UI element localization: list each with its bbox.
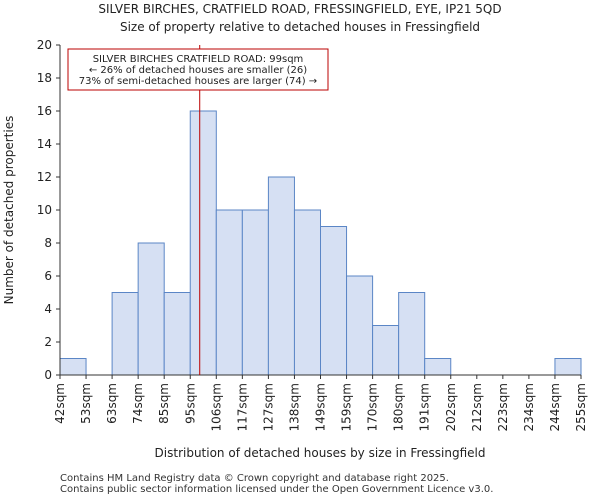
bar bbox=[215, 209, 243, 376]
y-tick-label: 16 bbox=[37, 104, 52, 118]
bar bbox=[293, 209, 322, 376]
y-tick-label: 6 bbox=[44, 269, 52, 283]
y-tick-label: 4 bbox=[44, 302, 52, 316]
chart-title: SILVER BIRCHES, CRATFIELD ROAD, FRESSING… bbox=[98, 2, 502, 16]
y-tick-label: 18 bbox=[37, 71, 52, 85]
annotation-line: SILVER BIRCHES CRATFIELD ROAD: 99sqm bbox=[93, 54, 304, 65]
y-tick-label: 0 bbox=[44, 368, 52, 382]
bar bbox=[241, 209, 269, 376]
axes-group: 0 2 4 6 8 10 12 14 16 18 20 42sqm 53sqm 63sqm 74sqm 85s… bbox=[37, 38, 588, 431]
bars-group bbox=[59, 110, 582, 376]
annotation-line: 73% of semi-detached houses are larger (… bbox=[79, 76, 317, 87]
annotation-line: ← 26% of detached houses are smaller (26… bbox=[89, 65, 307, 76]
bar bbox=[554, 358, 582, 376]
x-axis-label: Distribution of detached houses by size … bbox=[155, 446, 486, 460]
x-tick-label: 212sqm bbox=[470, 383, 484, 431]
x-tick-label: 255sqm bbox=[574, 383, 588, 431]
y-tick-label: 14 bbox=[37, 137, 52, 151]
bar bbox=[372, 325, 400, 376]
y-tick-label: 8 bbox=[44, 236, 52, 250]
x-tick-label: 42sqm bbox=[53, 383, 67, 424]
bar bbox=[424, 358, 452, 376]
footer-line-2: Contains public sector information licen… bbox=[60, 484, 494, 495]
x-tick-label: 202sqm bbox=[444, 383, 458, 431]
x-tick-label: 74sqm bbox=[131, 383, 145, 424]
chart-subtitle: Size of property relative to detached ho… bbox=[119, 20, 481, 34]
bar bbox=[346, 275, 374, 376]
x-tick-label: 53sqm bbox=[79, 383, 93, 424]
bar bbox=[320, 226, 348, 376]
footer-line-1: Contains HM Land Registry data © Crown c… bbox=[60, 473, 449, 484]
x-tick-label: 234sqm bbox=[522, 383, 536, 431]
x-tick-label: 127sqm bbox=[261, 383, 275, 431]
y-tick-label: 10 bbox=[37, 203, 52, 217]
bar bbox=[111, 292, 139, 376]
x-tick-label: 223sqm bbox=[496, 383, 510, 431]
x-tick-label: 63sqm bbox=[105, 383, 119, 424]
bar bbox=[189, 110, 217, 376]
x-tick-label: 180sqm bbox=[392, 383, 406, 431]
bar bbox=[163, 292, 191, 376]
annotation-group: SILVER BIRCHES CRATFIELD ROAD: 99sqm← 26… bbox=[67, 48, 329, 91]
bar bbox=[398, 292, 426, 376]
y-tick-label: 2 bbox=[44, 335, 52, 349]
x-tick-label: 170sqm bbox=[366, 383, 380, 431]
annotation-box bbox=[67, 48, 329, 91]
x-tick-label: 95sqm bbox=[183, 383, 197, 424]
x-tick-label: 149sqm bbox=[314, 383, 328, 431]
x-tick-label: 244sqm bbox=[548, 383, 562, 431]
x-tick-label: 85sqm bbox=[157, 383, 171, 424]
y-tick-label: 12 bbox=[37, 170, 52, 184]
y-axis-label: Number of detached properties bbox=[2, 116, 16, 305]
x-tick-label: 138sqm bbox=[287, 383, 301, 431]
x-tick-label: 159sqm bbox=[340, 383, 354, 431]
bar bbox=[267, 176, 295, 376]
bar bbox=[137, 242, 165, 376]
bar bbox=[59, 358, 87, 376]
x-tick-label: 117sqm bbox=[235, 383, 249, 431]
y-tick-label: 20 bbox=[37, 38, 52, 52]
x-tick-label: 106sqm bbox=[209, 383, 223, 431]
x-tick-label: 191sqm bbox=[418, 383, 432, 431]
